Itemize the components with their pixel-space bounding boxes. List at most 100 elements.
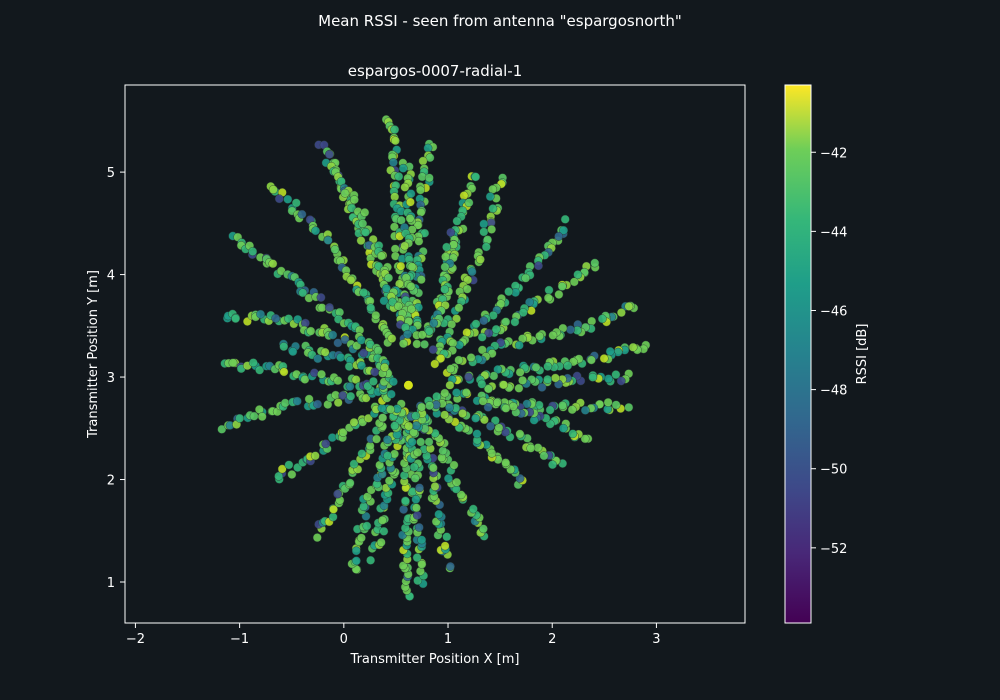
scatter-point xyxy=(248,247,258,256)
scatter-point xyxy=(329,504,338,514)
scatter-points xyxy=(217,115,651,601)
scatter-point xyxy=(325,302,334,312)
scatter-point xyxy=(428,463,438,473)
scatter-point xyxy=(488,204,498,214)
scatter-point xyxy=(429,318,439,328)
scatter-point xyxy=(573,270,583,279)
scatter-point xyxy=(317,369,326,379)
scatter-point xyxy=(484,384,493,394)
scatter-point xyxy=(471,413,480,423)
scatter-point xyxy=(373,346,383,355)
scatter-point xyxy=(410,473,420,483)
scatter-point xyxy=(515,473,525,483)
scatter-point xyxy=(436,353,446,363)
antenna-marker xyxy=(403,380,413,390)
scatter-point xyxy=(381,284,391,293)
scatter-point xyxy=(466,353,476,362)
scatter-point xyxy=(411,503,421,513)
scatter-point xyxy=(481,242,491,252)
scatter-point xyxy=(464,198,474,208)
scatter-point xyxy=(567,405,577,415)
scatter-point xyxy=(297,209,307,219)
scatter-point xyxy=(521,273,531,283)
scatter-point xyxy=(493,365,503,374)
scatter-point xyxy=(409,462,419,472)
scatter-point xyxy=(362,521,372,531)
scatter-point xyxy=(430,482,440,491)
x-tick-label: −1 xyxy=(230,632,249,647)
scatter-point xyxy=(416,437,426,447)
plot-frame xyxy=(124,84,746,624)
figure-suptitle: Mean RSSI - seen from antenna "espargosn… xyxy=(318,12,682,30)
scatter-point xyxy=(406,189,416,199)
scatter-point xyxy=(356,236,366,246)
scatter-point xyxy=(462,328,472,337)
scatter-point xyxy=(486,421,495,431)
scatter-point xyxy=(400,241,410,251)
scatter-point xyxy=(416,275,426,284)
scatter-point xyxy=(445,403,454,412)
scatter-point xyxy=(438,446,448,456)
scatter-point xyxy=(485,192,495,202)
scatter-point xyxy=(384,273,393,283)
scatter-point xyxy=(468,504,478,514)
scatter-point xyxy=(559,225,568,235)
scatter-point xyxy=(424,437,434,447)
scatter-point xyxy=(557,281,567,291)
scatter-point xyxy=(383,451,392,461)
scatter-point xyxy=(376,251,386,261)
colorbar-tick-label: −48 xyxy=(820,384,847,399)
scatter-point xyxy=(304,394,314,404)
x-tick-label: 0 xyxy=(340,632,348,647)
scatter-point xyxy=(566,325,575,335)
scatter-point xyxy=(537,382,547,392)
scatter-point xyxy=(310,451,320,461)
scatter-point xyxy=(492,398,502,407)
scatter-point xyxy=(471,172,481,182)
scatter-point xyxy=(228,358,238,368)
scatter-point xyxy=(359,502,369,511)
scatter-point xyxy=(611,370,621,379)
scatter-point xyxy=(382,435,392,445)
scatter-point xyxy=(406,304,416,314)
scatter-point xyxy=(313,354,323,364)
scatter-point xyxy=(628,342,638,352)
scatter-point xyxy=(390,125,400,135)
scatter-point xyxy=(345,478,355,488)
scatter-point xyxy=(432,392,442,401)
scatter-point xyxy=(356,335,366,345)
scatter-point xyxy=(277,464,287,474)
y-tick-label: 1 xyxy=(107,576,115,591)
scatter-point xyxy=(510,317,520,327)
scatter-point xyxy=(401,496,410,506)
scatter-point xyxy=(551,373,560,383)
scatter-point xyxy=(535,331,544,341)
scatter-point xyxy=(287,470,297,479)
scatter-point xyxy=(501,458,511,468)
scatter-point xyxy=(454,355,464,365)
scatter-point xyxy=(280,398,290,408)
scatter-point xyxy=(406,281,416,291)
scatter-point xyxy=(440,388,450,398)
scatter-point xyxy=(526,443,536,453)
scatter-point xyxy=(379,296,389,306)
scatter-point xyxy=(415,483,424,493)
scatter-point xyxy=(407,437,417,447)
scatter-point xyxy=(411,421,421,430)
scatter-point xyxy=(605,346,615,356)
scatter-point xyxy=(412,510,422,520)
x-tick-label: 3 xyxy=(652,632,660,647)
scatter-point xyxy=(412,339,422,349)
scatter-point xyxy=(413,576,423,585)
scatter-point xyxy=(349,195,359,205)
scatter-point xyxy=(446,364,456,374)
scatter-point xyxy=(372,434,381,444)
scatter-point xyxy=(416,207,426,217)
scatter-point xyxy=(311,226,320,236)
scatter-point xyxy=(320,347,330,357)
scatter-point xyxy=(317,303,327,313)
scatter-point xyxy=(624,301,634,311)
scatter-point xyxy=(491,324,501,334)
scatter-point xyxy=(351,556,361,566)
scatter-point xyxy=(504,287,514,296)
